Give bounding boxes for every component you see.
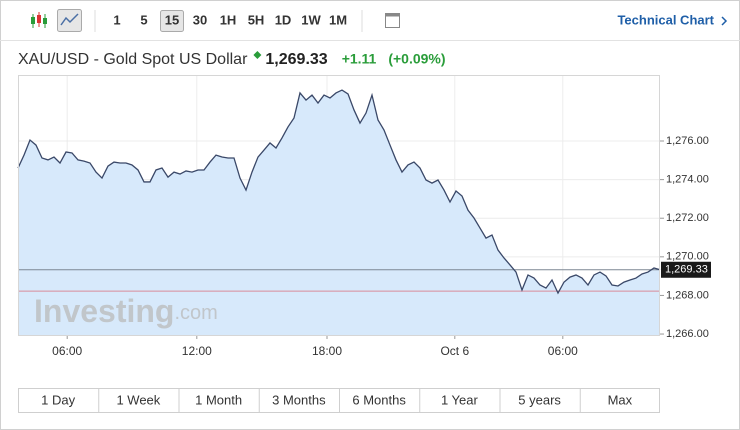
y-tick-label: 1,276.00	[666, 135, 709, 147]
link-arrow	[721, 16, 728, 26]
interval-button[interactable]: 1D	[275, 12, 292, 27]
last-price-label: 1,269.33	[665, 264, 708, 276]
y-tick-label: 1,274.00	[666, 174, 709, 186]
interval-button[interactable]: 1H	[220, 12, 237, 27]
interval-button[interactable]: 1	[113, 12, 120, 27]
interval-button[interactable]: 1M	[329, 12, 347, 27]
technical-chart-link[interactable]: Technical Chart	[617, 12, 714, 27]
range-button[interactable]: 1 Month	[195, 392, 242, 407]
range-button[interactable]: 1 Day	[41, 392, 75, 407]
active-interval-box	[160, 10, 184, 32]
interval-button[interactable]: 15	[165, 12, 179, 27]
range-button[interactable]: 1 Year	[441, 392, 479, 407]
y-tick-label: 1,268.00	[666, 289, 709, 301]
range-button[interactable]: 3 Months	[272, 392, 326, 407]
x-tick-label: Oct 6	[440, 344, 469, 358]
y-tick-label: 1,270.00	[666, 251, 709, 263]
watermark-suffix: .com	[174, 302, 217, 324]
x-tick-label: 06:00	[52, 344, 82, 358]
line-icon[interactable]	[57, 9, 82, 32]
watermark: Investing.com	[34, 293, 218, 329]
x-tick-label: 12:00	[182, 344, 212, 358]
price-area	[18, 90, 660, 335]
x-tick-label: 18:00	[312, 344, 342, 358]
last-price-badge	[661, 261, 711, 278]
plot-frame	[18, 75, 660, 336]
interval-button[interactable]: 1W	[301, 12, 321, 27]
settings-icon[interactable]	[385, 13, 400, 28]
y-tick-label: 1,272.00	[666, 212, 709, 224]
interval-button[interactable]: 5H	[248, 12, 265, 27]
price-line	[17, 89, 661, 295]
change: +1.11	[342, 51, 377, 67]
plot: 1,266.00 1,268.00 1,270.00 1,272.00 1,274.00…	[17, 75, 711, 358]
price: 1,269.33	[265, 51, 327, 68]
x-tick-label: 06:00	[548, 344, 578, 358]
candle-icon[interactable]	[31, 12, 47, 28]
range-button[interactable]: 1 Week	[116, 392, 160, 407]
up-indicator	[253, 51, 262, 59]
instrument-title: XAU/USD - Gold Spot US Dollar	[18, 51, 248, 68]
interval-button[interactable]: 5	[140, 12, 147, 27]
interval-button[interactable]: 30	[193, 12, 207, 27]
y-tick-label: 1,266.00	[666, 328, 709, 340]
range-button[interactable]: Max	[608, 392, 633, 407]
watermark-brand: Investing	[34, 293, 174, 329]
change-percent: (+0.09%)	[388, 51, 445, 67]
range-button[interactable]: 5 years	[518, 392, 561, 407]
range-button[interactable]: 6 Months	[352, 392, 406, 407]
